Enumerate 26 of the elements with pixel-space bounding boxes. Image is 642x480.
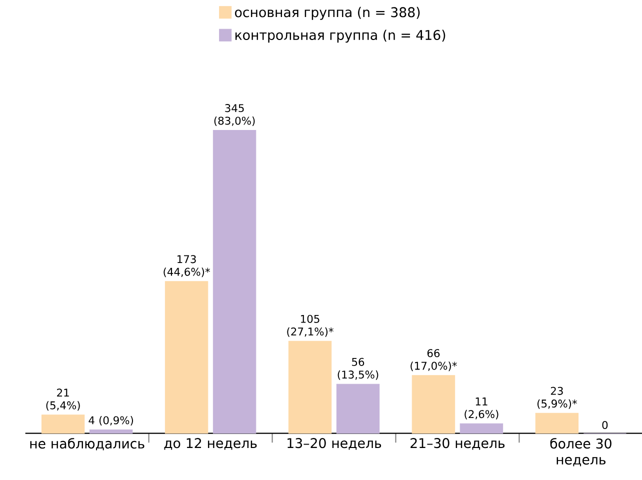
legend-label: контрольная группа (n = 416) xyxy=(235,30,446,43)
x-tick-label: 13–20 недель xyxy=(288,438,382,450)
x-tick-label: не наблюдались xyxy=(30,438,144,450)
bar xyxy=(412,375,456,434)
data-label: 105 (27,1%)* xyxy=(287,314,334,337)
bar xyxy=(288,340,332,434)
x-tick-label: 21–30 недель xyxy=(410,438,505,450)
data-label: 21 (5,4%) xyxy=(46,388,80,411)
bar xyxy=(89,430,133,434)
data-label: 23 (5,9%)* xyxy=(537,386,577,409)
data-label: 173 (44,6%)* xyxy=(164,255,210,278)
data-label: 11 (2,6%) xyxy=(464,398,498,420)
x-tick-label: более 30 недель xyxy=(550,438,612,466)
bar xyxy=(460,423,504,434)
data-label: 66 (17,0%)* xyxy=(410,349,457,372)
data-label: 0 xyxy=(602,420,608,430)
bar xyxy=(336,384,380,434)
data-label: 4 (0,9%) xyxy=(88,416,134,426)
bar xyxy=(212,130,256,434)
data-label: 56 (13,5%) xyxy=(338,358,378,380)
bar xyxy=(535,412,579,434)
bar xyxy=(164,281,208,434)
data-label: 345 (83,0%) xyxy=(214,104,255,126)
bar xyxy=(41,414,85,434)
x-tick-label: до 12 недель xyxy=(164,438,257,450)
legend-label: основная группа (n = 388) xyxy=(235,6,420,20)
